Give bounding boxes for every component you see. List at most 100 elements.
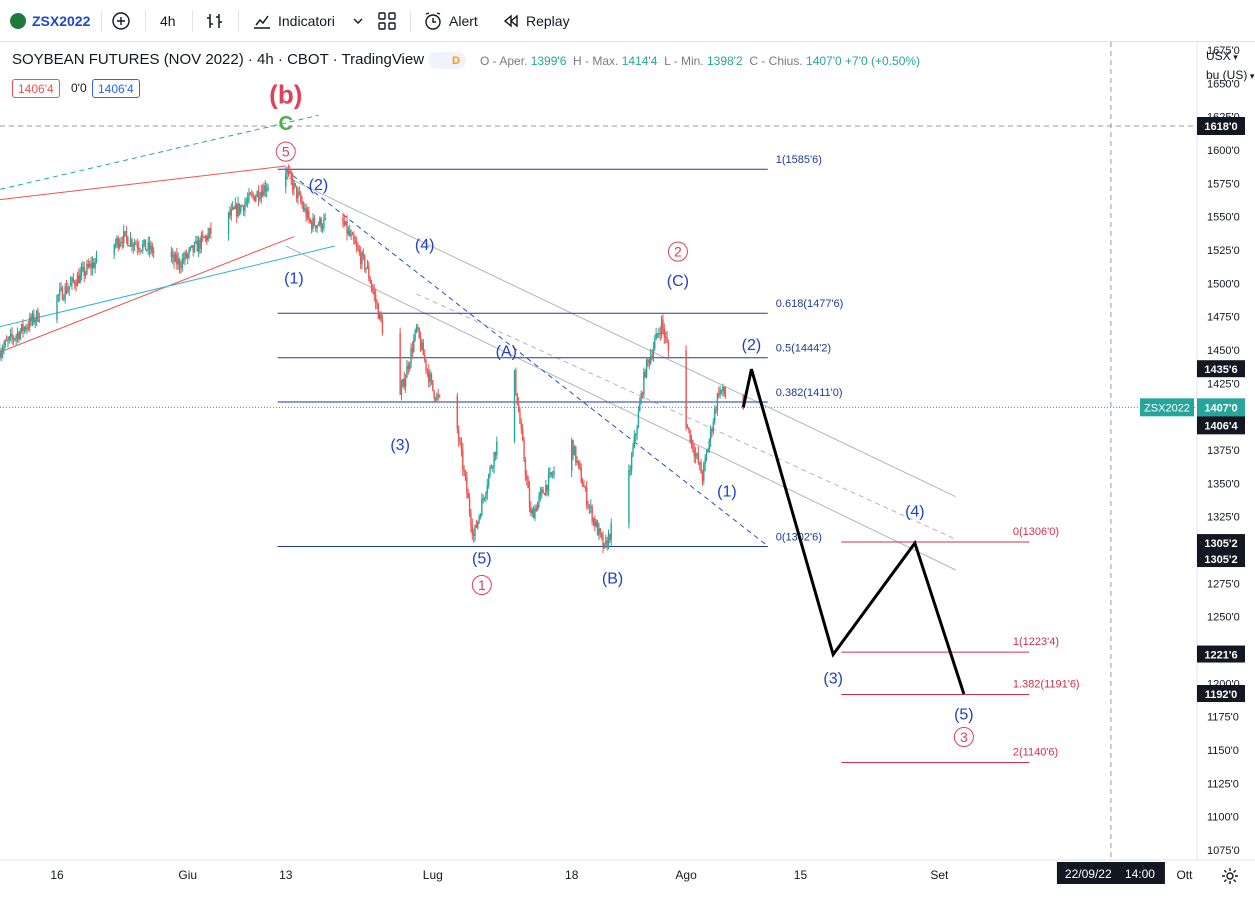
- candle-body: [474, 524, 476, 536]
- symbol-search-button[interactable]: ZSX2022: [10, 0, 90, 42]
- candle-body: [346, 221, 348, 234]
- replay-button[interactable]: Replay: [502, 0, 570, 42]
- wave-label-circle: [953, 727, 974, 747]
- candle-body: [357, 246, 359, 250]
- price-chart[interactable]: 1675'01650'01625'01600'01575'01550'01525…: [0, 42, 1255, 902]
- candle-body: [263, 185, 265, 197]
- candle-body: [539, 491, 542, 497]
- candle-body: [373, 291, 375, 295]
- candle-body: [94, 262, 96, 268]
- candle-body: [237, 203, 239, 217]
- alert-button[interactable]: Alert: [423, 0, 478, 42]
- candle-body: [0, 352, 2, 358]
- layout-button[interactable]: [377, 0, 397, 42]
- sell-price-button[interactable]: 1406'4: [12, 79, 60, 98]
- fib-retracement-label: 0.618(1477'6): [776, 298, 844, 310]
- candle-body: [305, 208, 307, 219]
- candle-body: [542, 489, 544, 494]
- candle-body: [520, 423, 523, 429]
- candle-body: [260, 191, 262, 198]
- market-status-badge[interactable]: D: [428, 52, 466, 69]
- trend-line-green-dashed: [0, 114, 319, 190]
- candle-body: [199, 240, 201, 249]
- chart-settings-button[interactable]: [1220, 866, 1240, 886]
- candle-body: [172, 254, 174, 258]
- currency-selector[interactable]: USX ▾: [1206, 49, 1238, 63]
- candle-body: [471, 525, 474, 535]
- candle-body: [195, 240, 197, 243]
- candle-body: [413, 339, 415, 352]
- candle-body: [31, 313, 34, 322]
- indicators-button[interactable]: Indicatori: [252, 0, 335, 42]
- candle-body: [649, 355, 652, 364]
- candle-body: [136, 244, 139, 248]
- candle-body: [343, 221, 346, 225]
- candle-body: [430, 374, 433, 380]
- unit-selector[interactable]: bu (US) ▾: [1206, 68, 1254, 82]
- candle-body: [688, 427, 690, 430]
- candle-body: [483, 497, 486, 499]
- wave-label: (1): [284, 270, 304, 287]
- candle-body: [516, 393, 518, 405]
- candle-body: [184, 252, 186, 261]
- candle-body: [350, 234, 352, 236]
- candle-body: [640, 393, 642, 404]
- interval-label: 4h: [160, 13, 176, 29]
- candle-body: [365, 268, 367, 270]
- candle-body: [354, 240, 356, 244]
- candle-body: [598, 528, 600, 536]
- indicators-dropdown-button[interactable]: [352, 0, 364, 42]
- candle-body: [709, 428, 712, 441]
- candle-body: [526, 475, 528, 480]
- y-tick-label: 1675'0: [1207, 45, 1240, 57]
- candle-body: [478, 516, 480, 522]
- elliott-projection-path: [741, 368, 966, 695]
- candle-body: [249, 193, 252, 195]
- candle-body: [595, 521, 597, 527]
- candle-body: [78, 275, 80, 284]
- open-value: 1399'6: [530, 54, 567, 68]
- candle-body: [201, 235, 204, 237]
- candle-body: [129, 238, 132, 246]
- candle-body: [724, 393, 727, 396]
- y-tick-label: 1150'0: [1207, 745, 1239, 757]
- buy-price-button[interactable]: 1406'4: [92, 79, 140, 98]
- y-tick-label: 1500'0: [1207, 278, 1240, 290]
- axis-price-label: 1305'2: [1204, 554, 1237, 566]
- candle-body: [353, 234, 355, 241]
- candle-body: [60, 287, 62, 290]
- fib-retracement-label: 1(1585'6): [776, 154, 822, 166]
- candle-body: [26, 327, 28, 330]
- candle-body: [643, 371, 645, 395]
- symbol-logo-icon: [10, 13, 26, 29]
- candle-body: [660, 319, 663, 335]
- candle-body: [481, 498, 483, 517]
- wave-label: (B): [602, 570, 623, 587]
- candle-body: [696, 453, 698, 455]
- candle-body: [428, 370, 430, 383]
- candle-body: [523, 440, 525, 461]
- wave-label: (b): [269, 79, 302, 109]
- candle-body: [75, 285, 77, 287]
- trend-line-red-upper: [0, 165, 286, 201]
- candle-body: [227, 212, 230, 235]
- candle-body: [95, 254, 98, 263]
- candle-body: [629, 470, 631, 472]
- candle-body: [351, 234, 354, 236]
- trend-line-cyan: [0, 245, 335, 328]
- candle-body: [88, 263, 91, 267]
- y-tick-label: 1275'0: [1207, 578, 1240, 590]
- candle-body: [289, 171, 291, 173]
- candle-body: [315, 225, 317, 229]
- candle-body: [718, 393, 720, 396]
- compare-button[interactable]: [111, 0, 131, 42]
- interval-button[interactable]: 4h: [160, 0, 176, 42]
- wave-label: (4): [905, 504, 925, 521]
- candle-body: [719, 389, 721, 396]
- candle-body: [639, 403, 641, 412]
- candle-body: [519, 411, 521, 424]
- wave-label-circle: [471, 575, 492, 595]
- candle-body: [355, 243, 358, 247]
- low-value: 1398'2: [706, 54, 743, 68]
- chart-type-button[interactable]: [205, 0, 225, 42]
